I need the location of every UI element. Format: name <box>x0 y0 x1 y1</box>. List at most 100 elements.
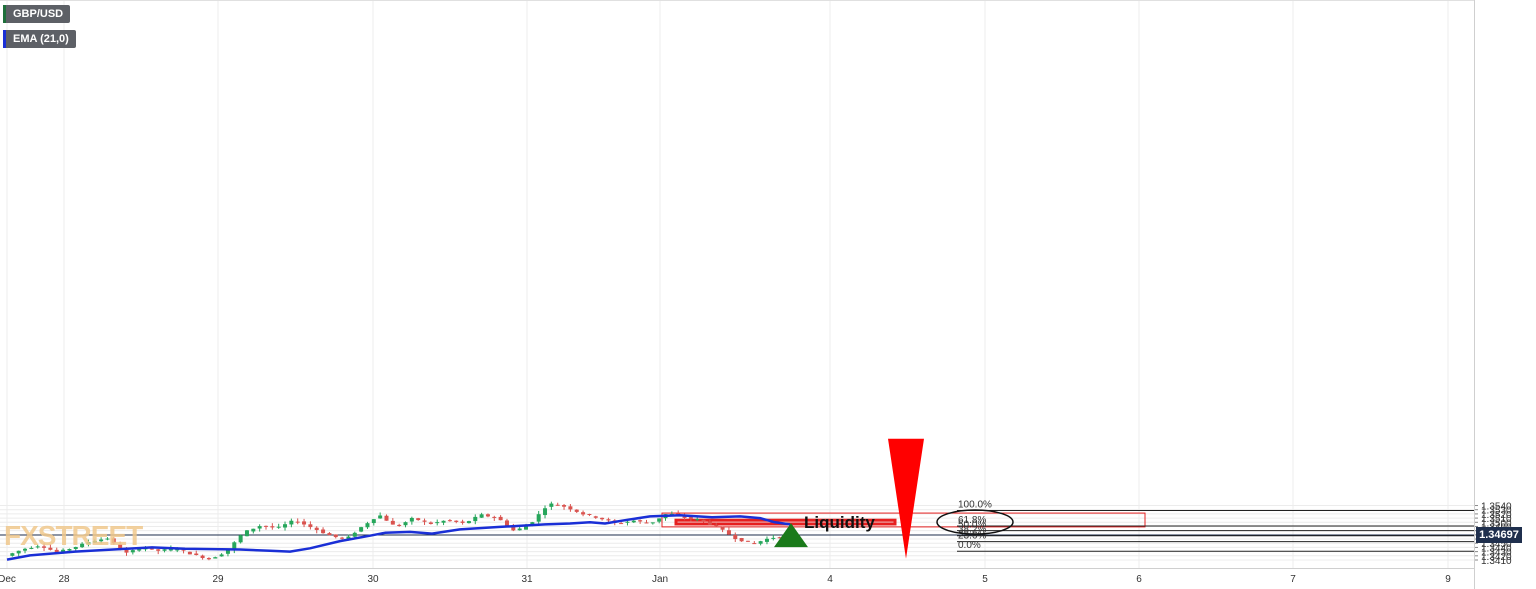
candle-body <box>390 520 395 525</box>
up-arrow-head <box>774 523 808 548</box>
candle-body <box>54 549 59 553</box>
x-tick-label: 9 <box>1445 574 1451 585</box>
candle-body <box>771 537 776 539</box>
y-tick-label: 1.3540 <box>1481 502 1512 513</box>
x-tick-label: 28 <box>58 574 70 585</box>
candle-body <box>118 544 123 550</box>
legend-symbol-swatch <box>3 5 6 23</box>
candle-body <box>378 515 383 519</box>
candle-body <box>244 530 249 537</box>
candle-body <box>302 521 307 525</box>
candle-body <box>124 549 129 553</box>
candle-body <box>67 549 72 551</box>
candle-body <box>194 553 199 556</box>
candle-body <box>593 516 598 518</box>
candle-body <box>238 535 243 543</box>
candle-body <box>206 558 211 560</box>
annotation-arrows <box>774 438 924 559</box>
candle-body <box>435 522 440 524</box>
candle-body <box>29 547 34 549</box>
candle-body <box>156 549 161 551</box>
y-tick-label: 1.3520 <box>1481 510 1512 521</box>
fib-level-label: 50.0% <box>958 520 986 531</box>
candle-body <box>397 524 402 526</box>
candle-body <box>321 529 326 534</box>
candle-body <box>200 555 205 559</box>
candle-body <box>492 516 497 518</box>
legend-ema[interactable]: EMA (21,0) <box>3 30 76 48</box>
candle-body <box>308 524 313 528</box>
candle-body <box>416 518 421 521</box>
candle-body <box>384 515 389 521</box>
candle-body <box>42 546 47 548</box>
candle-body <box>650 522 655 524</box>
candle-body <box>498 516 503 521</box>
chart-grid <box>0 0 1474 568</box>
candle-body <box>175 549 180 551</box>
fib-level-label: 0.0% <box>958 540 981 551</box>
fib-level-label: 61.8% <box>958 515 986 526</box>
candle-body <box>682 516 687 518</box>
candle-body <box>187 551 192 555</box>
candle-body <box>777 537 782 539</box>
ema-layer <box>6 513 791 561</box>
candle-body <box>485 514 490 517</box>
candle-body <box>600 517 605 520</box>
candle-body <box>574 509 579 512</box>
candle-body <box>232 542 237 550</box>
candle-body <box>517 528 522 531</box>
candle-body <box>168 548 173 551</box>
candle-body <box>403 522 408 526</box>
candle-body <box>733 534 738 540</box>
candle-body <box>562 505 567 507</box>
candle-body <box>549 503 554 507</box>
x-tick-label: 29 <box>212 574 224 585</box>
ema-line <box>6 513 791 561</box>
candle-body <box>657 518 662 522</box>
candle-body <box>111 538 116 544</box>
candle-body <box>587 513 592 515</box>
candle-body <box>726 530 731 535</box>
candle-body <box>359 527 364 532</box>
candle-body <box>10 553 15 556</box>
legend-symbol-label: GBP/USD <box>13 8 64 20</box>
legend-symbol[interactable]: GBP/USD <box>3 5 71 23</box>
candle-body <box>137 549 142 551</box>
fib-level-label: 100.0% <box>958 500 992 511</box>
candle-body <box>264 525 268 527</box>
candle-body <box>23 548 28 551</box>
candle-body <box>80 543 85 548</box>
y-tick-label: 1.3440 <box>1481 543 1512 554</box>
candle-body <box>739 538 744 542</box>
candle-body <box>581 512 586 515</box>
candle-body <box>714 524 719 527</box>
down-arrow-head <box>888 438 924 559</box>
candle-body <box>314 527 319 530</box>
y-tick-label: 1.3420 <box>1481 552 1512 563</box>
x-tick-label: Dec <box>0 574 16 585</box>
candle-body <box>625 521 630 523</box>
candle-body <box>631 520 636 523</box>
x-tick-label: 30 <box>367 574 379 585</box>
candle-body <box>460 521 465 523</box>
y-tick-label: 1.3450 <box>1481 539 1512 550</box>
candle-body <box>524 525 528 530</box>
candle-body <box>441 520 446 523</box>
x-tick-label: Jan <box>652 574 668 585</box>
candle-body <box>270 526 275 528</box>
x-tick-label: 7 <box>1290 574 1296 585</box>
y-tick-label: 1.3430 <box>1481 548 1512 559</box>
candle-body <box>295 521 300 523</box>
candle-body <box>745 540 750 542</box>
candle-body <box>688 517 693 519</box>
candle-body <box>99 539 104 542</box>
x-tick-label: 5 <box>982 574 988 585</box>
fib-618-highlight-ellipse <box>936 509 1014 535</box>
candle-body <box>644 522 649 524</box>
candle-body <box>701 519 706 522</box>
x-tick-label: 31 <box>521 574 533 585</box>
candle-body <box>536 514 541 522</box>
candle-body <box>346 536 351 540</box>
watermark-logo: FXSTREET <box>4 520 143 551</box>
